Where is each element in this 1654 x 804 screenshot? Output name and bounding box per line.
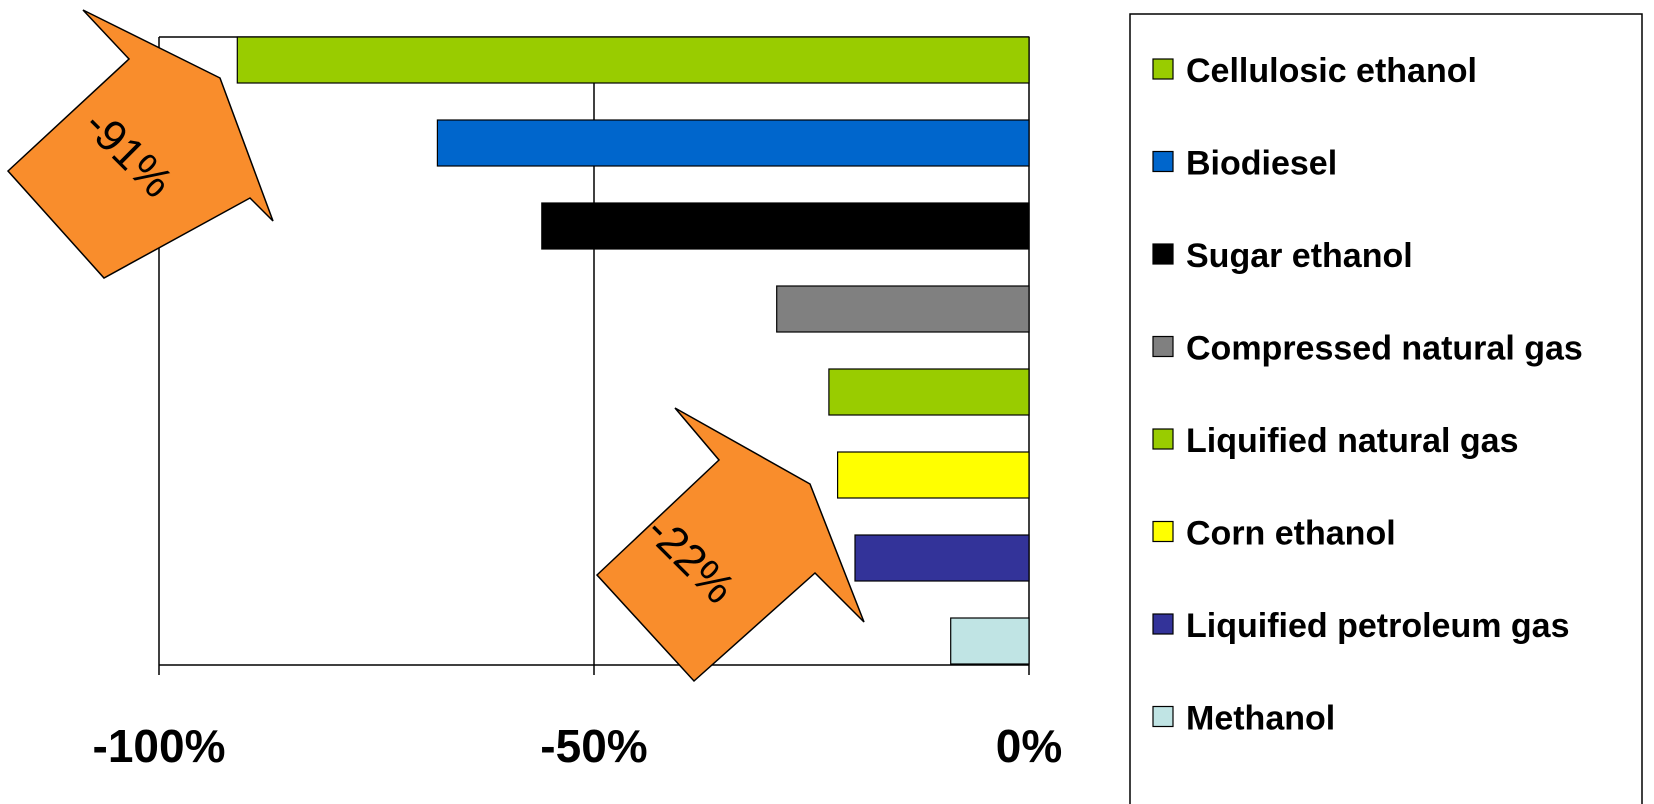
bar-sugar-ethanol xyxy=(541,202,1030,250)
legend-swatch xyxy=(1152,705,1174,728)
legend-label: Methanol xyxy=(1186,700,1335,738)
legend-swatch xyxy=(1152,613,1174,635)
bars-group xyxy=(236,36,1030,665)
bar-liquified-petroleum-gas xyxy=(854,534,1030,582)
legend-box xyxy=(1129,13,1643,804)
legend-label: Compressed natural gas xyxy=(1186,330,1583,368)
x-tick-label: -100% xyxy=(93,720,226,772)
x-axis-ticks: -100% -50% 0% xyxy=(93,665,1062,772)
arrow-shape-22 xyxy=(595,407,865,683)
bar-liquified-natural-gas xyxy=(828,368,1030,416)
callout-arrow-corn: -22% xyxy=(595,407,865,683)
legend-swatch xyxy=(1152,150,1174,173)
legend-swatch xyxy=(1152,520,1174,543)
bar-compressed-natural-gas xyxy=(776,285,1030,333)
legend-swatch xyxy=(1152,335,1174,358)
bar-biodiesel xyxy=(436,119,1030,167)
callout-arrow-cellulosic: -91% xyxy=(6,9,274,279)
x-tick-label: -50% xyxy=(540,720,647,772)
bar-corn-ethanol xyxy=(836,451,1030,499)
legend-swatch xyxy=(1152,428,1174,450)
legend-label: Corn ethanol xyxy=(1186,515,1396,553)
arrow-shape-91 xyxy=(6,9,274,279)
legend-label: Cellulosic ethanol xyxy=(1186,52,1477,90)
legend-label: Sugar ethanol xyxy=(1186,237,1413,275)
legend-label: Liquified natural gas xyxy=(1186,422,1518,460)
legend-swatch xyxy=(1152,58,1174,80)
bar-methanol xyxy=(950,617,1030,665)
x-tick-label: 0% xyxy=(996,720,1062,772)
legend-swatch xyxy=(1152,243,1174,265)
legend-label: Liquified petroleum gas xyxy=(1186,607,1569,645)
bar-cellulosic-ethanol xyxy=(236,36,1030,84)
legend-label: Biodiesel xyxy=(1186,145,1337,183)
legend: Cellulosic ethanol Biodiesel Sugar ethanol… xyxy=(1152,52,1583,738)
